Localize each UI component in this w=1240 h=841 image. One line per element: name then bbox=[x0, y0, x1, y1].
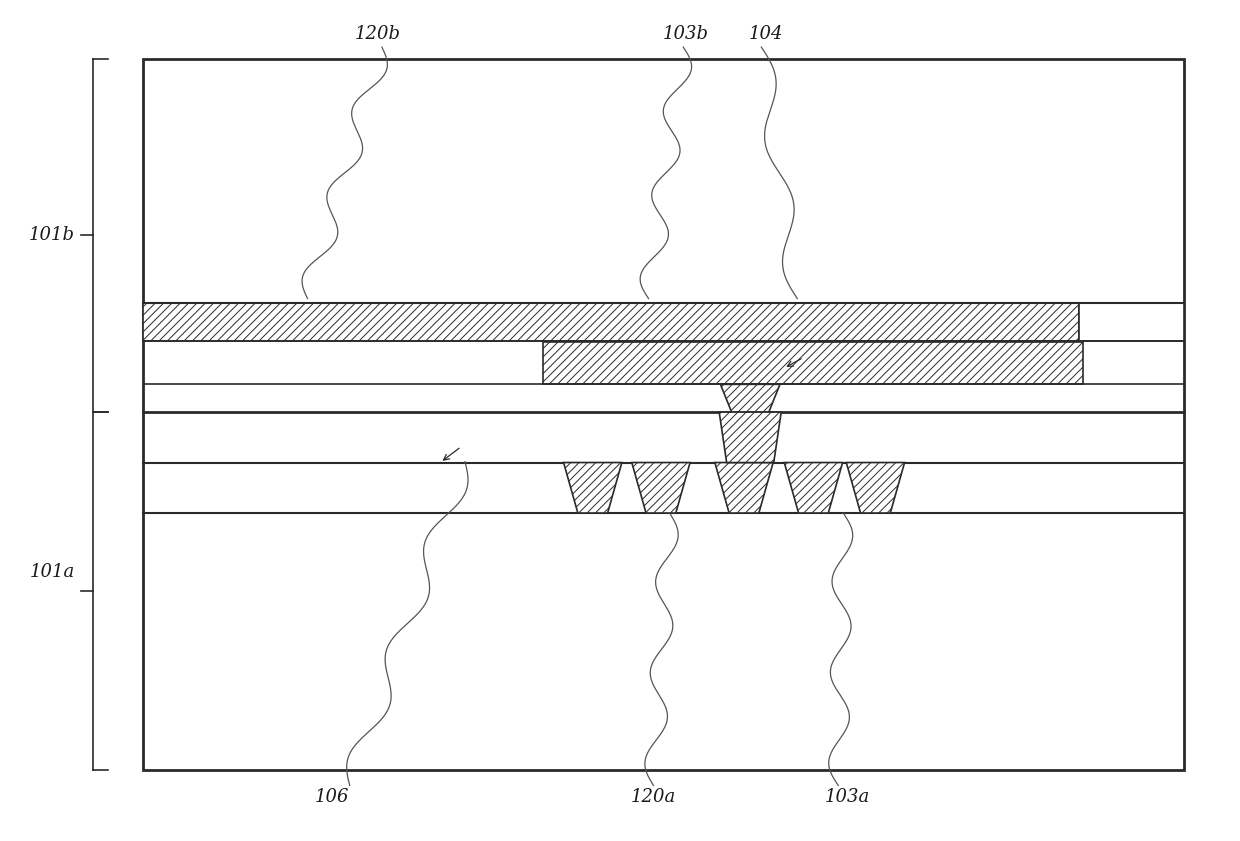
Text: 120a: 120a bbox=[631, 788, 676, 807]
Text: 106: 106 bbox=[315, 788, 350, 807]
Bar bbox=[143, 303, 1079, 341]
Polygon shape bbox=[719, 412, 781, 463]
Polygon shape bbox=[714, 463, 774, 513]
Polygon shape bbox=[563, 463, 621, 513]
Text: 103b: 103b bbox=[662, 24, 709, 43]
Bar bbox=[143, 59, 1184, 770]
Polygon shape bbox=[785, 463, 843, 513]
Text: 120b: 120b bbox=[355, 24, 402, 43]
Polygon shape bbox=[846, 463, 904, 513]
Polygon shape bbox=[720, 384, 780, 412]
Text: 103a: 103a bbox=[825, 788, 869, 807]
Text: 101b: 101b bbox=[29, 226, 76, 245]
Text: 101a: 101a bbox=[30, 563, 74, 581]
Polygon shape bbox=[632, 463, 689, 513]
Text: 104: 104 bbox=[749, 24, 784, 43]
Bar bbox=[543, 342, 1083, 384]
Bar bbox=[1079, 303, 1184, 341]
